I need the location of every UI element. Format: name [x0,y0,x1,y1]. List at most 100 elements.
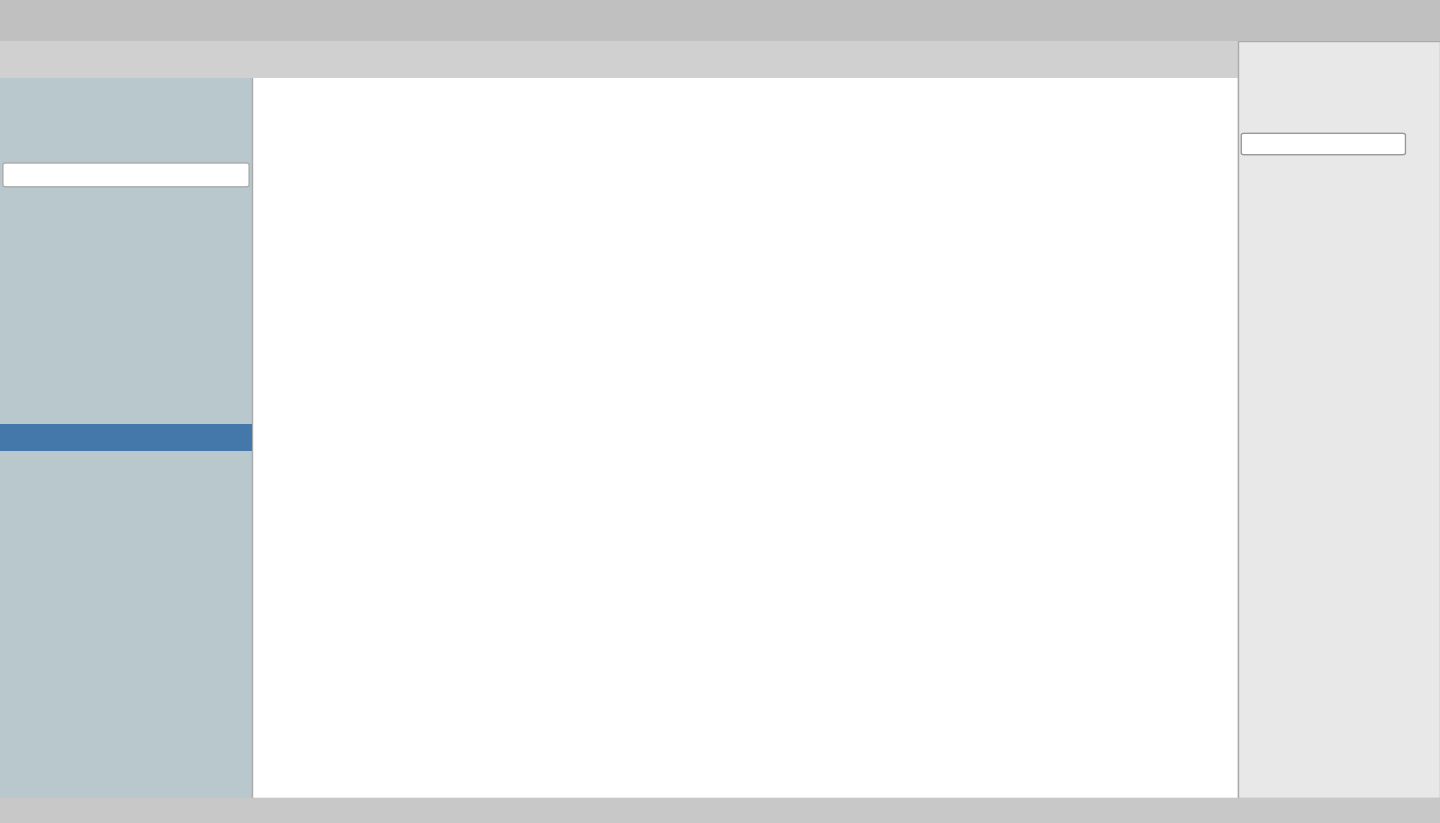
Ellipse shape [923,491,1038,524]
Text: Audio & Video: Audio & Video [26,252,89,260]
Ellipse shape [766,132,924,167]
Text: Entity-relationship diagram (Chen's notation): Entity-relationship diagram (Chen's nota… [547,10,1008,27]
Text: ▶: ▶ [13,307,19,314]
Text: ▶: ▶ [13,253,19,259]
Ellipse shape [647,500,755,533]
Ellipse shape [916,535,1045,568]
Text: Custom 62%: Custom 62% [266,804,324,812]
Text: WhenCreated: WhenCreated [883,421,962,431]
Text: AcctName: AcctName [308,137,367,147]
Text: N: N [881,592,890,605]
Text: SbscrName: SbscrName [305,303,372,313]
Text: ItemType: ItemType [952,503,1009,513]
Text: IDNum.: IDNum. [677,453,724,463]
Text: Relationship: Relationship [43,515,99,523]
Text: ▶: ▶ [13,235,19,241]
Ellipse shape [262,402,413,435]
Text: 1: 1 [523,347,530,360]
Text: W: 1.40, H: 0.60, Angle: 0.00°: W: 1.40, H: 0.60, Angle: 0.00° [403,803,547,813]
Text: Business Process 2,0: Business Process 2,0 [26,342,120,351]
Text: 1: 1 [752,572,759,585]
Text: Drawing Shapes: Drawing Shapes [26,198,99,206]
Text: ID: 128303: ID: 128303 [1008,803,1061,813]
Text: General: General [1253,102,1292,112]
Text: ▶: ▶ [13,289,19,295]
Text: SbscrPhone: SbscrPhone [304,468,373,479]
Text: ▶ Behaviour: ▶ Behaviour [1260,44,1320,54]
Polygon shape [814,350,943,389]
Ellipse shape [606,197,747,232]
Text: More: More [1368,102,1392,112]
Ellipse shape [262,181,413,214]
Ellipse shape [262,126,413,159]
FancyBboxPatch shape [675,350,812,389]
Text: CreatedOn: CreatedOn [501,346,567,356]
Text: MaxMana: MaxMana [816,209,874,219]
Text: ItemName: ItemName [1007,353,1070,363]
Text: Password: Password [310,193,366,202]
Text: Attribute: Attribute [43,678,84,686]
Ellipse shape [647,441,755,474]
Text: ▶: ▶ [13,398,19,404]
Text: Carrying: Carrying [717,546,770,556]
Text: N: N [818,347,828,360]
Text: Font: Font [1253,123,1277,133]
Text: Opacity:: Opacity: [1253,188,1290,196]
Text: Accounting Flowcharts: Accounting Flowcharts [26,216,128,224]
FancyBboxPatch shape [730,467,874,513]
Ellipse shape [262,346,413,379]
Text: ☐ Strikethrough: ☐ Strikethrough [1250,248,1323,256]
Text: Recursive relationship: Recursive relationship [43,651,144,659]
Ellipse shape [262,623,413,656]
Text: ▶: ▶ [13,343,19,350]
Text: Associative entity: Associative entity [43,570,124,578]
Ellipse shape [766,197,924,232]
Text: 0%: 0% [1371,188,1385,196]
Text: LastPlayed: LastPlayed [517,302,585,312]
Text: HitPoints: HitPoints [311,635,364,644]
Text: Level: Level [660,209,693,219]
Text: Business Process: Business Process [26,324,102,332]
Text: SbscrEmail: SbscrEmail [305,413,370,423]
Text: IsType: IsType [868,486,909,495]
Text: Optional participation: Optional participation [43,624,143,632]
Text: Chen ERD.cdd – Chen's ERD – Locked: Chen ERD.cdd – Chen's ERD – Locked [611,12,829,25]
FancyBboxPatch shape [730,589,874,634]
Text: ▶: ▶ [13,216,19,223]
Text: Has: Has [588,365,611,374]
Text: Type: Type [662,328,691,338]
Text: 1: 1 [585,592,592,605]
Text: RanInfo: RanInfo [469,432,517,442]
Text: Item
Instantiation: Item Instantiation [762,480,842,501]
Text: 1: 1 [953,471,962,483]
Text: Contains: Contains [851,365,906,374]
Text: ▼ Text: ▼ Text [1260,77,1290,87]
Text: IsType: IsType [868,607,909,616]
Text: 16: 16 [1371,138,1384,148]
Ellipse shape [262,458,413,491]
Text: Key attribute: Key attribute [43,705,102,714]
Text: Correlation Dashboard: Correlation Dashboard [26,415,128,423]
FancyBboxPatch shape [468,592,576,631]
Ellipse shape [766,257,924,292]
Polygon shape [831,593,946,630]
Ellipse shape [973,342,1103,374]
Text: of Massively multiplayer online role-playing game (MMORPG): of Massively multiplayer online role-pla… [468,74,1089,92]
Ellipse shape [606,257,747,292]
Text: Contains: Contains [968,607,1022,616]
Text: 1: 1 [950,347,958,360]
Text: Basic Diagramming: Basic Diagramming [26,288,114,296]
Text: N: N [750,451,760,464]
Text: CharName: CharName [644,145,708,155]
Text: 1: 1 [1066,592,1074,605]
Text: Weak key attribute: Weak key attribute [43,732,130,741]
Circle shape [4,15,24,26]
Text: ☐ Bold: ☐ Bold [1250,206,1282,214]
Ellipse shape [262,513,413,546]
Ellipse shape [262,236,413,269]
FancyBboxPatch shape [389,350,511,389]
Text: Account: Account [422,363,478,375]
Text: Attack: Attack [318,745,357,755]
Text: Creep: Creep [501,605,543,618]
Text: Modifier: Modifier [674,512,727,522]
